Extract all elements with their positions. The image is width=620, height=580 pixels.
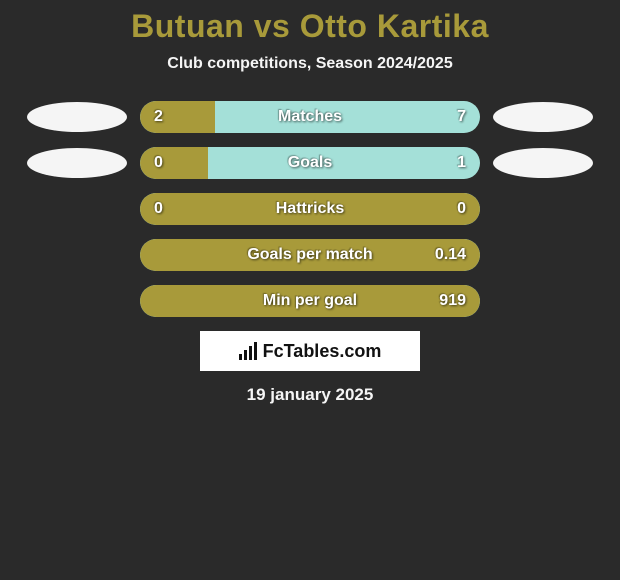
stat-bar: Goals per match0.14 xyxy=(140,239,480,271)
stat-row: Goals per match0.14 xyxy=(0,239,620,271)
comparison-infographic: Butuan vs Otto Kartika Club competitions… xyxy=(0,0,620,405)
stat-bar: 0Goals1 xyxy=(140,147,480,179)
stat-label: Goals per match xyxy=(140,239,480,271)
player-right-marker xyxy=(493,148,593,178)
stat-bar: 2Matches7 xyxy=(140,101,480,133)
stat-bar: Min per goal919 xyxy=(140,285,480,317)
stat-value-right: 7 xyxy=(457,101,466,133)
right-side xyxy=(488,102,598,132)
stat-value-right: 0.14 xyxy=(435,239,466,271)
stat-value-right: 919 xyxy=(439,285,466,317)
brand-badge: FcTables.com xyxy=(200,331,420,371)
player-left-marker xyxy=(27,148,127,178)
stat-row: 0Hattricks0 xyxy=(0,193,620,225)
bar-chart-icon xyxy=(239,342,257,360)
left-side xyxy=(22,102,132,132)
stat-label: Min per goal xyxy=(140,285,480,317)
page-title: Butuan vs Otto Kartika xyxy=(0,8,620,45)
stat-row: 2Matches7 xyxy=(0,101,620,133)
stat-row: Min per goal919 xyxy=(0,285,620,317)
stat-label: Hattricks xyxy=(140,193,480,225)
date-label: 19 january 2025 xyxy=(0,385,620,405)
brand-text: FcTables.com xyxy=(263,341,382,362)
left-side xyxy=(22,148,132,178)
player-left-marker xyxy=(27,102,127,132)
page-subtitle: Club competitions, Season 2024/2025 xyxy=(0,55,620,73)
stat-rows: 2Matches70Goals10Hattricks0Goals per mat… xyxy=(0,101,620,317)
stat-bar: 0Hattricks0 xyxy=(140,193,480,225)
player-right-marker xyxy=(493,102,593,132)
stat-label: Matches xyxy=(140,101,480,133)
stat-label: Goals xyxy=(140,147,480,179)
stat-row: 0Goals1 xyxy=(0,147,620,179)
right-side xyxy=(488,148,598,178)
stat-value-right: 1 xyxy=(457,147,466,179)
stat-value-right: 0 xyxy=(457,193,466,225)
